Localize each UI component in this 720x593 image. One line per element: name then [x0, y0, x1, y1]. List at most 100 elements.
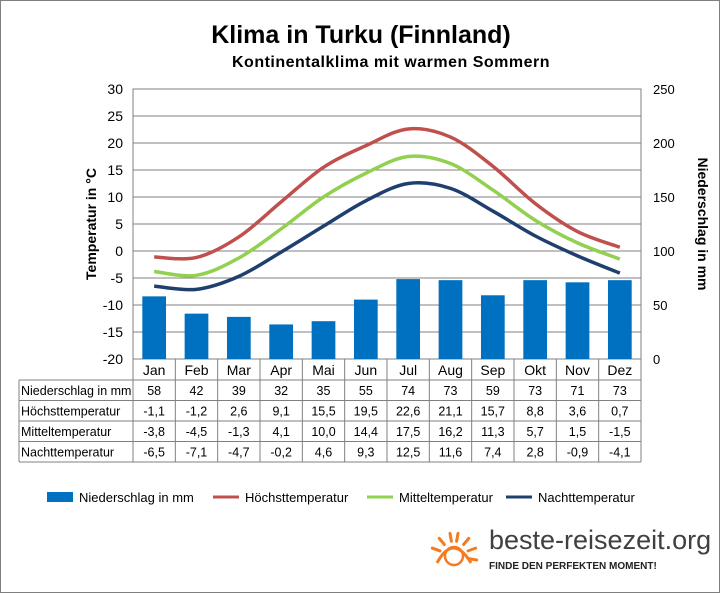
- x-tick-label: Dez: [607, 362, 632, 378]
- y-tick-right: 100: [653, 244, 675, 259]
- table-cell: 74: [401, 384, 415, 398]
- y-tick-left: 25: [107, 108, 123, 124]
- table-row-label: Nachttemperatur: [21, 446, 114, 460]
- x-tick-label: Sep: [480, 362, 505, 378]
- table-cell: 2,6: [230, 405, 247, 419]
- table-cell: 9,3: [357, 446, 374, 460]
- table-cell: -1,5: [609, 425, 631, 439]
- y-tick-left: 15: [107, 162, 123, 178]
- table-cell: 4,6: [315, 446, 332, 460]
- table-cell: -0,2: [270, 446, 292, 460]
- table-cell: 12,5: [396, 446, 420, 460]
- table-cell: 0,7: [611, 405, 628, 419]
- chart-title: Klima in Turku (Finnland): [211, 21, 511, 49]
- table-cell: 11,3: [481, 425, 504, 439]
- y-tick-right: 50: [653, 298, 667, 313]
- table-cell: 1,5: [569, 425, 586, 439]
- y-tick-left: 10: [107, 189, 123, 205]
- table-cell: -4,1: [609, 446, 631, 460]
- table-cell: 73: [613, 384, 627, 398]
- table-cell: 16,2: [438, 425, 462, 439]
- bar-niederschlag: [142, 296, 167, 359]
- sun-ray: [466, 546, 478, 553]
- table-row-label: Niederschlag in mm: [21, 384, 131, 398]
- table-cell: 58: [147, 384, 161, 398]
- legend-swatch: [47, 492, 73, 502]
- sun-ray: [448, 531, 453, 543]
- y-tick-left: 5: [115, 216, 123, 232]
- x-tick-label: Jul: [399, 362, 417, 378]
- table-cell: -7,1: [186, 446, 208, 460]
- y-tick-left: -5: [111, 270, 124, 286]
- bar-niederschlag: [565, 282, 590, 359]
- line-nachttemperatur: [153, 180, 621, 292]
- y-tick-right: 250: [653, 82, 675, 97]
- sun-ray: [455, 531, 460, 543]
- brand-tagline: FINDE DEN PERFEKTEN MOMENT!: [489, 561, 657, 572]
- table-cell: 73: [528, 384, 542, 398]
- line-mitteltemperatur: [153, 154, 621, 278]
- table-row-label: Höchsttemperatur: [21, 405, 120, 419]
- table-cell: 32: [274, 384, 288, 398]
- y-tick-left: -20: [103, 351, 123, 367]
- table-cell: -4,7: [228, 446, 250, 460]
- x-tick-label: Apr: [270, 362, 292, 378]
- y-tick-left: 0: [115, 243, 123, 259]
- y-tick-left: -10: [103, 297, 123, 313]
- table-cell: 15,5: [311, 405, 335, 419]
- table-cell: -1,1: [143, 405, 165, 419]
- bar-niederschlag: [523, 280, 548, 359]
- table-cell: 22,6: [396, 405, 420, 419]
- table-cell: 35: [317, 384, 331, 398]
- table-cell: -4,5: [186, 425, 208, 439]
- x-tick-label: Mar: [227, 362, 251, 378]
- table-cell: -6,5: [143, 446, 165, 460]
- y-axis-label-right: Niederschlag in mm: [695, 157, 711, 290]
- legend-label: Höchsttemperatur: [245, 490, 349, 505]
- y-tick-left: 20: [107, 135, 123, 151]
- table-cell: -3,8: [143, 425, 165, 439]
- legend-label: Nachttemperatur: [538, 490, 635, 505]
- table-cell: 73: [444, 384, 458, 398]
- x-tick-label: Nov: [565, 362, 590, 378]
- table-cell: 5,7: [526, 425, 543, 439]
- x-tick-label: Mai: [312, 362, 335, 378]
- table-cell: 7,4: [484, 446, 501, 460]
- legend-label: Mitteltemperatur: [399, 490, 494, 505]
- y-tick-left: 30: [107, 81, 123, 97]
- table-cell: 55: [359, 384, 373, 398]
- chart-subtitle: Kontinentalklima mit warmen Sommern: [231, 54, 550, 71]
- table-cell: 71: [571, 384, 585, 398]
- table-cell: 15,7: [481, 405, 505, 419]
- table-row-label: Mitteltemperatur: [21, 425, 111, 439]
- bar-niederschlag: [269, 324, 294, 359]
- table-cell: 11,6: [439, 446, 462, 460]
- bar-niederschlag: [438, 280, 463, 359]
- sun-ray: [462, 536, 471, 547]
- table-cell: 19,5: [354, 405, 378, 419]
- bar-niederschlag: [353, 299, 378, 359]
- table-cell: 21,1: [438, 405, 462, 419]
- sun-icon: [430, 531, 479, 567]
- table-cell: 3,6: [569, 405, 586, 419]
- y-tick-right: 150: [653, 190, 675, 205]
- y-tick-right: 0: [653, 352, 660, 367]
- line-höchsttemperatur: [154, 126, 621, 261]
- table-cell: 2,8: [526, 446, 543, 460]
- table-cell: -1,2: [186, 405, 208, 419]
- x-tick-label: Jan: [143, 362, 166, 378]
- sun-ray: [437, 536, 446, 547]
- legend-label: Niederschlag in mm: [79, 490, 194, 505]
- bar-niederschlag: [226, 316, 251, 359]
- table-cell: 10,0: [311, 425, 335, 439]
- table-cell: -0,9: [567, 446, 589, 460]
- table-cell: 39: [232, 384, 246, 398]
- y-tick-right: 200: [653, 136, 675, 151]
- bar-niederschlag: [396, 279, 421, 359]
- bar-niederschlag: [480, 295, 505, 359]
- y-tick-left: -15: [103, 324, 123, 340]
- table-cell: 8,8: [526, 405, 543, 419]
- x-tick-label: Jun: [355, 362, 378, 378]
